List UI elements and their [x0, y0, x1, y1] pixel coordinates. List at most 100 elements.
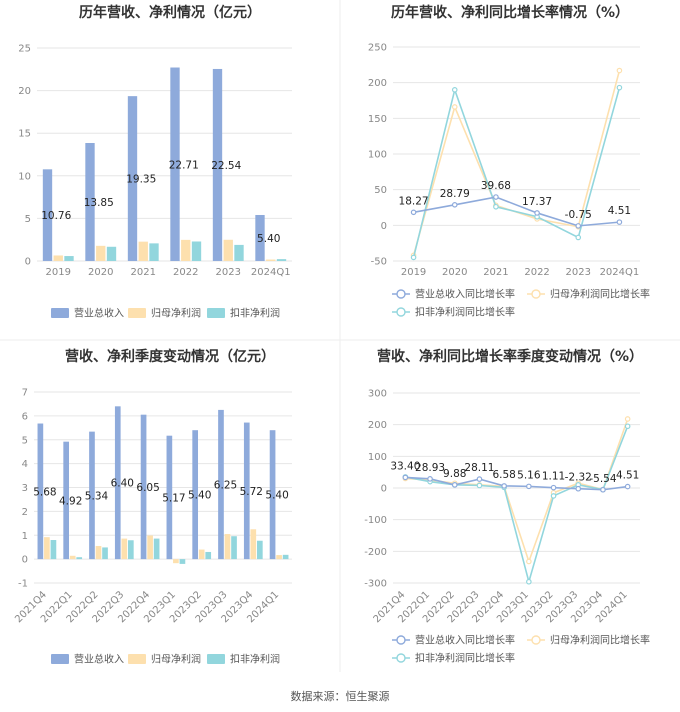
bar-1 — [127, 96, 138, 261]
bar-3 — [276, 259, 287, 261]
y-tick-label: 3 — [22, 483, 28, 494]
legend-label: 归母净利润同比增长率 — [550, 288, 650, 301]
x-tick-label: 2022 — [524, 267, 549, 278]
y-tick-label: -200 — [364, 547, 387, 558]
data-label: 4.92 — [59, 495, 82, 507]
bar-2 — [266, 259, 276, 261]
data-label: -5.54 — [589, 473, 616, 485]
data-label: 18.27 — [399, 195, 429, 207]
legend-label: 归母净利润同比增长率 — [550, 634, 650, 647]
series-point-1 — [526, 483, 532, 490]
data-label: 6.40 — [111, 478, 134, 490]
bar-1 — [212, 68, 223, 261]
quarterly-revenue-profit-chart: 营收、净利季度变动情况（亿元）-1012345672021Q42022Q1202… — [13, 348, 292, 666]
bar-3 — [50, 540, 57, 560]
y-tick-label: 100 — [368, 150, 387, 161]
x-tick-label: 2020 — [88, 267, 113, 278]
x-tick-label: 2021 — [131, 267, 156, 278]
data-label: 22.54 — [211, 160, 241, 172]
bar-3 — [102, 547, 108, 560]
series-point-1 — [624, 483, 631, 490]
bar-1 — [63, 441, 70, 560]
legend-swatch-icon — [51, 308, 69, 318]
series-point-3 — [616, 84, 623, 91]
bar-1 — [170, 67, 180, 261]
bar-2 — [53, 255, 63, 261]
bar-1 — [37, 423, 44, 560]
series-point-1 — [476, 476, 483, 482]
series-point-1 — [616, 219, 623, 225]
series-point-2 — [624, 416, 631, 422]
data-label: 28.79 — [440, 188, 470, 200]
series-point-3 — [526, 578, 532, 585]
data-label: 6.58 — [492, 469, 515, 481]
data-label: -0.75 — [565, 209, 592, 221]
legend-swatch-icon — [51, 654, 69, 664]
bar-1 — [269, 430, 276, 560]
legend-label: 营业总收入同比增长率 — [415, 634, 515, 647]
series-point-2 — [451, 104, 458, 110]
legend-marker-icon — [396, 307, 406, 317]
x-tick-label: 2019 — [46, 267, 71, 278]
bar-3 — [76, 557, 83, 560]
bar-3 — [179, 559, 186, 564]
series-point-1 — [451, 201, 458, 208]
series-point-1 — [534, 210, 540, 216]
series-line-3 — [405, 425, 629, 585]
y-tick-label: 300 — [368, 389, 387, 400]
y-tick-label: 200 — [368, 78, 387, 89]
legend-label: 扣非净利润同比增长率 — [415, 306, 515, 319]
bar-2 — [121, 538, 128, 560]
series-line-1 — [413, 196, 620, 227]
bar-1 — [42, 169, 53, 261]
series-line-1 — [405, 476, 628, 491]
x-tick-label: 2021 — [483, 267, 508, 278]
series-point-1 — [575, 485, 582, 492]
bar-2 — [147, 535, 153, 560]
legend-label: 营业总收入 — [74, 653, 124, 666]
data-label: 4.51 — [608, 205, 631, 217]
data-label: 28.11 — [464, 462, 494, 474]
bar-3 — [191, 241, 202, 261]
legend-marker-icon — [531, 635, 541, 645]
series-line-2 — [405, 418, 629, 564]
chart-title: 历年营收、净利同比增长率情况（%） — [391, 4, 629, 21]
legend-swatch-icon — [128, 654, 146, 664]
x-tick-label: 2023 — [566, 267, 591, 278]
data-label: 5.40 — [188, 490, 211, 502]
y-tick-label: 0 — [381, 221, 387, 232]
data-source-note: 数据来源：恒生聚源 — [291, 689, 390, 703]
series-line-3 — [412, 87, 621, 258]
legend-marker-icon — [396, 653, 406, 663]
data-label: 19.35 — [126, 174, 156, 186]
panel-dividers — [0, 0, 680, 672]
bar-1 — [85, 142, 95, 261]
chart-title: 营收、净利季度变动情况（亿元） — [65, 348, 275, 365]
data-label: 1.11 — [542, 471, 565, 483]
y-tick-label: 25 — [18, 44, 31, 55]
y-tick-label: 5 — [25, 214, 31, 225]
series-point-1 — [493, 194, 499, 200]
data-label: 13.85 — [84, 197, 114, 209]
legend-label: 营业总收入同比增长率 — [415, 288, 515, 301]
chart-title: 历年营收、净利情况（亿元） — [79, 4, 261, 21]
bar-1 — [89, 431, 95, 560]
series-point-3 — [410, 254, 417, 261]
series-point-2 — [526, 558, 532, 565]
y-tick-label: 4 — [22, 459, 28, 470]
series-line-2 — [412, 70, 621, 256]
series-point-1 — [501, 483, 507, 489]
series-point-1 — [575, 223, 582, 229]
data-label: 5.68 — [33, 486, 56, 498]
y-tick-label: 0 — [22, 555, 28, 566]
data-label: 17.37 — [522, 196, 552, 208]
data-label: 5.17 — [162, 492, 185, 504]
legend-swatch-icon — [207, 308, 225, 318]
bar-3 — [127, 540, 134, 560]
bar-2 — [173, 559, 179, 564]
bar-2 — [181, 239, 191, 261]
y-tick-label: 5 — [22, 435, 28, 446]
quarterly-growth-rate-chart: 营收、净利同比增长率季度变动情况（%） -300 -200 -100 0 100 200 30… — [364, 348, 650, 665]
series-point-1 — [402, 474, 409, 481]
